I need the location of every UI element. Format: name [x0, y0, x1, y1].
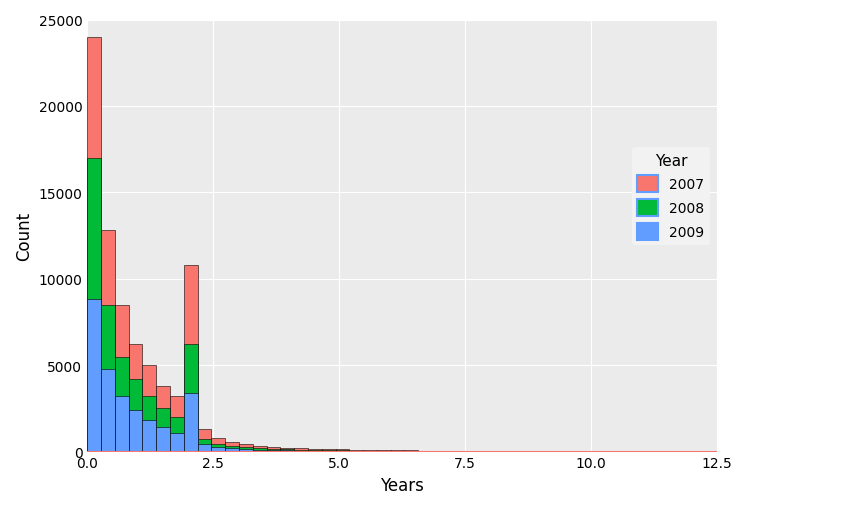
Bar	[266, 447, 280, 451]
Bar	[129, 379, 143, 451]
Bar	[239, 447, 253, 451]
Bar	[184, 265, 198, 451]
Bar	[101, 305, 115, 451]
Bar	[101, 369, 115, 451]
X-axis label: Years: Years	[381, 476, 424, 494]
Bar	[198, 444, 211, 451]
Bar	[115, 305, 129, 451]
Bar	[184, 393, 198, 451]
Bar	[129, 345, 143, 451]
Bar	[170, 397, 184, 451]
Bar	[294, 448, 308, 451]
Bar	[239, 449, 253, 451]
Bar	[88, 300, 101, 451]
Bar	[225, 442, 239, 451]
Bar	[280, 450, 294, 451]
Bar	[156, 428, 170, 451]
Bar	[239, 444, 253, 451]
Bar	[211, 444, 225, 451]
Bar	[170, 417, 184, 451]
Bar	[198, 429, 211, 451]
Bar	[88, 38, 101, 451]
Bar	[101, 231, 115, 451]
Y-axis label: Count: Count	[15, 212, 33, 261]
Bar	[129, 410, 143, 451]
Bar	[225, 448, 239, 451]
Bar	[170, 433, 184, 451]
Bar	[156, 386, 170, 451]
Bar	[294, 450, 308, 451]
Bar	[280, 448, 294, 451]
Bar	[336, 450, 350, 451]
Bar	[156, 409, 170, 451]
Bar	[322, 450, 336, 451]
Bar	[377, 450, 391, 451]
Bar	[280, 449, 294, 451]
Bar	[253, 446, 266, 451]
Bar	[115, 357, 129, 451]
Bar	[211, 447, 225, 451]
Bar	[322, 449, 336, 451]
Legend: 2007, 2008, 2009: 2007, 2008, 2009	[632, 148, 710, 246]
Bar	[308, 449, 322, 451]
Bar	[363, 450, 377, 451]
Bar	[336, 449, 350, 451]
Bar	[266, 450, 280, 451]
Bar	[184, 345, 198, 451]
Bar	[350, 450, 363, 451]
Bar	[225, 446, 239, 451]
Bar	[308, 450, 322, 451]
Bar	[253, 450, 266, 451]
Bar	[266, 449, 280, 451]
Bar	[143, 397, 156, 451]
Bar	[253, 448, 266, 451]
Bar	[294, 450, 308, 451]
Bar	[391, 450, 405, 451]
Bar	[143, 420, 156, 451]
Bar	[198, 439, 211, 451]
Bar	[88, 158, 101, 451]
Bar	[211, 438, 225, 451]
Bar	[143, 365, 156, 451]
Bar	[115, 397, 129, 451]
Bar	[418, 450, 432, 451]
Bar	[405, 450, 418, 451]
